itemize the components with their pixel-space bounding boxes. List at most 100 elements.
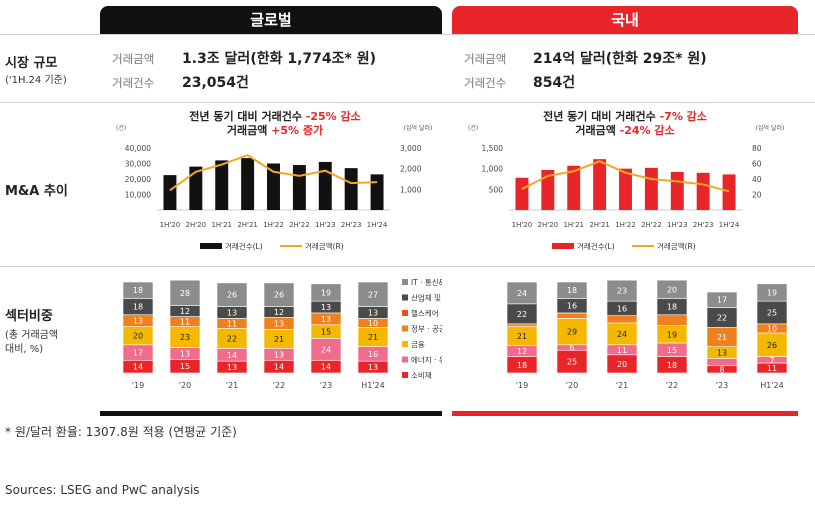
global-ma-right-tick: 3,000 [400, 144, 422, 153]
global-sector-segment [310, 283, 342, 302]
global-sector-segment-label: 13 [274, 319, 284, 328]
domestic-ma-legend-bar-swatch [552, 243, 574, 249]
sector-legend-swatch [402, 325, 408, 332]
domestic-sector-segment-label: 11 [767, 364, 777, 373]
domestic-ma-title-d: -24% 감소 [619, 124, 675, 137]
domestic-ma-x-tick: 2H'23 [693, 221, 714, 229]
global-sector-segment-label: 13 [321, 303, 331, 312]
global-sector-segment [122, 281, 154, 299]
global-ma-amount-line [169, 154, 378, 192]
global-ma-title-c: 거래금액 [226, 124, 272, 137]
domestic-sector-segment-label: 20 [667, 285, 677, 294]
divider [0, 266, 815, 267]
global-sector-segment-label: 23 [180, 333, 190, 342]
global-sector-chart: 14 17 20 13 18 18 '19 15 13 23 11 12 28 '20 13 14 22 11 13… [122, 277, 442, 390]
global-sector-segment-label: 13 [227, 363, 237, 372]
market-size-sub: ('1H.24 기준) [5, 75, 67, 86]
domestic-ma-title-b: -7% 감소 [659, 110, 707, 123]
domestic-sector-segment [506, 281, 538, 305]
global-ma-x-tick: 2H'22 [289, 221, 310, 229]
global-sector-segment-label: 13 [321, 315, 331, 324]
domestic-sector-segment [506, 323, 538, 327]
global-sector-segment-label: 11 [227, 319, 237, 328]
global-ma-right-tick: 1,000 [400, 185, 422, 194]
domestic-ma-bar [541, 169, 555, 210]
domestic-count-label: 거래건수 [464, 76, 507, 90]
domestic-ma-bar [722, 174, 736, 210]
global-sector-x-tick: '20 [179, 381, 191, 390]
domestic-sector-segment-label: 29 [567, 328, 577, 337]
global-sector-segment-label: 14 [227, 351, 237, 360]
global-sector-segment-label: 15 [180, 362, 190, 371]
global-ma-bar [163, 175, 177, 210]
global-sector-segment-label: 13 [274, 350, 284, 359]
domestic-sector-segment-label: 22 [517, 310, 527, 319]
global-amount-value: 1.3조 달러(한화 1,774조* 원) [182, 51, 376, 67]
global-ma-legend-bar-swatch [200, 243, 222, 249]
domestic-sector-segment [556, 312, 588, 319]
global-sector-segment [169, 279, 201, 306]
domestic-sector-segment [556, 281, 588, 299]
global-sector-segment-label: 12 [274, 308, 284, 317]
domestic-sector-segment-label: 16 [617, 304, 627, 313]
domestic-sector-segment [606, 279, 638, 302]
global-sector-segment-label: 26 [227, 291, 237, 300]
domestic-ma-legend-line-label: 거래금액(R) [657, 241, 696, 251]
global-sector-segment-label: 20 [133, 332, 143, 341]
divider [0, 102, 815, 103]
global-ma-title-b: -25% 감소 [305, 110, 361, 123]
global-sector-x-tick: '21 [226, 381, 238, 390]
global-sector-segment-label: 14 [321, 363, 331, 372]
global-ma-bar [370, 174, 384, 210]
sector-share-sub2: 대비, %) [5, 344, 44, 355]
global-ma-x-tick: 2H'21 [237, 221, 258, 229]
domestic-sector-x-tick: '22 [666, 381, 678, 390]
global-ma-bar [241, 158, 255, 210]
global-ma-left-tick: 40,000 [125, 144, 151, 153]
global-sector-segment-label: 27 [368, 290, 378, 299]
domestic-ma-x-tick: 1H'20 [512, 221, 533, 229]
domestic-sector-segment [556, 318, 588, 346]
global-sector-x-tick: '23 [320, 381, 332, 390]
footnote: * 원/달러 환율: 1307.8원 적용 (연평균 기준) [5, 425, 237, 439]
domestic-count-value: 854건 [533, 75, 576, 91]
global-sector-segment-label: 13 [368, 308, 378, 317]
global-panel [100, 28, 442, 416]
domestic-sector-segment-label: 18 [517, 361, 527, 370]
global-sector-segment-label: 14 [274, 363, 284, 372]
domestic-ma-x-tick: 1H'24 [719, 221, 740, 229]
sector-legend-label: 정부 · 공공 [411, 324, 442, 334]
global-ma-x-tick: 1H'22 [263, 221, 284, 229]
domestic-ma-right-unit: (십억 달러) [756, 124, 785, 132]
global-ma-bar [318, 161, 332, 210]
domestic-ma-title-c: 거래금액 [575, 124, 620, 137]
global-sector-segment-label: 21 [368, 333, 378, 342]
domestic-sector-segment-label: 20 [617, 360, 627, 369]
global-sector-segment [263, 282, 295, 307]
global-sector-segment-label: 13 [227, 308, 237, 317]
domestic-panel [452, 28, 798, 416]
domestic-ma-right-tick: 40 [752, 175, 762, 184]
global-sector-segment-label: 13 [180, 349, 190, 358]
global-sector-segment-label: 14 [133, 363, 143, 372]
global-ma-bar [189, 166, 203, 210]
global-sector-segment [216, 282, 248, 307]
global-sector-segment-label: 21 [274, 335, 284, 344]
global-ma-title: 전년 동기 대비 거래건수 -25% 감소 거래금액 +5% 증가 [110, 110, 440, 138]
market-size-label: 시장 규모 [5, 56, 58, 71]
domestic-ma-left-tick: 1,500 [482, 144, 504, 153]
domestic-header: 국내 [452, 6, 798, 34]
domestic-sector-x-tick: '19 [516, 381, 528, 390]
domestic-ma-title-a: 전년 동기 대비 거래건수 [543, 110, 660, 123]
global-sector-segment-label: 18 [133, 303, 143, 312]
domestic-ma-chart: (건) (십억 달러) 500 1,000 1,500 20 40 60 80 1H'20 2H'2… [468, 124, 785, 251]
domestic-ma-legend-bar-label: 거래건수(L) [577, 241, 615, 251]
global-sector-x-tick: '19 [132, 381, 144, 390]
global-ma-bar [344, 168, 358, 210]
global-sector-segment-label: 19 [321, 288, 331, 297]
sector-share-sub1: (총 거래금액 [5, 330, 59, 341]
domestic-sector-segment-label: 21 [717, 333, 727, 342]
domestic-sector-segment-label: 26 [767, 341, 777, 350]
domestic-ma-x-tick: 2H'21 [589, 221, 610, 229]
global-ma-chart: (건) (십억 달러) 10,000 20,000 30,000 40,000 1,000 2… [116, 124, 432, 251]
